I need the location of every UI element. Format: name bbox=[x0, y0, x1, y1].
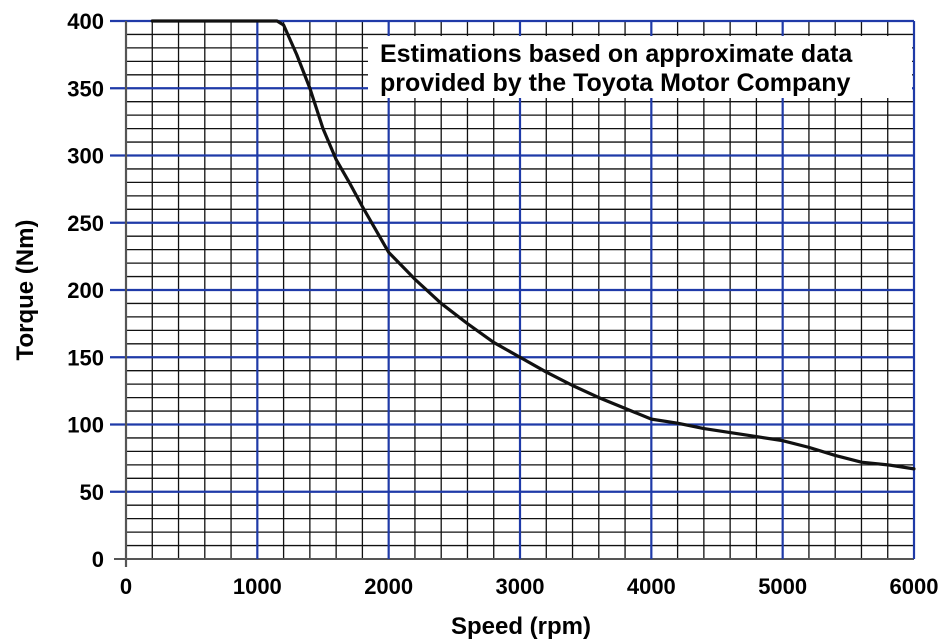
y-tick-label: 50 bbox=[80, 480, 104, 505]
torque-curve bbox=[150, 19, 916, 471]
annotation-line-2: provided by the Toyota Motor Company bbox=[380, 69, 850, 97]
y-tick-labels: 0 50 100 150 200 250 300 350 400 bbox=[67, 9, 104, 572]
y-tick-label: 350 bbox=[67, 76, 104, 101]
x-tick-labels: 0 1000 2000 3000 4000 5000 6000 bbox=[120, 574, 939, 599]
series-layer bbox=[150, 19, 916, 471]
y-tick-label: 200 bbox=[67, 278, 104, 303]
y-tick-label: 100 bbox=[67, 413, 104, 438]
x-tick-label: 1000 bbox=[233, 574, 282, 599]
annotation-background bbox=[368, 36, 912, 98]
y-axis-title: Torque (Nm) bbox=[12, 220, 39, 361]
y-tick-label: 250 bbox=[67, 211, 104, 236]
y-tick-label: 300 bbox=[67, 144, 104, 169]
x-tick-label: 3000 bbox=[496, 574, 545, 599]
x-tick-label: 2000 bbox=[364, 574, 413, 599]
y-tick-label: 150 bbox=[67, 345, 104, 370]
y-tick-label: 400 bbox=[67, 9, 104, 34]
x-axis-title: Speed (rpm) bbox=[451, 613, 591, 640]
x-tick-label: 4000 bbox=[627, 574, 676, 599]
x-tick-label: 5000 bbox=[758, 574, 807, 599]
x-tick-label: 6000 bbox=[890, 574, 939, 599]
annotation-box: Estimations based on approximate data pr… bbox=[368, 36, 912, 98]
annotation-line-1: Estimations based on approximate data bbox=[380, 40, 853, 68]
x-tick-label: 0 bbox=[120, 574, 132, 599]
y-tick-label: 0 bbox=[92, 547, 104, 572]
